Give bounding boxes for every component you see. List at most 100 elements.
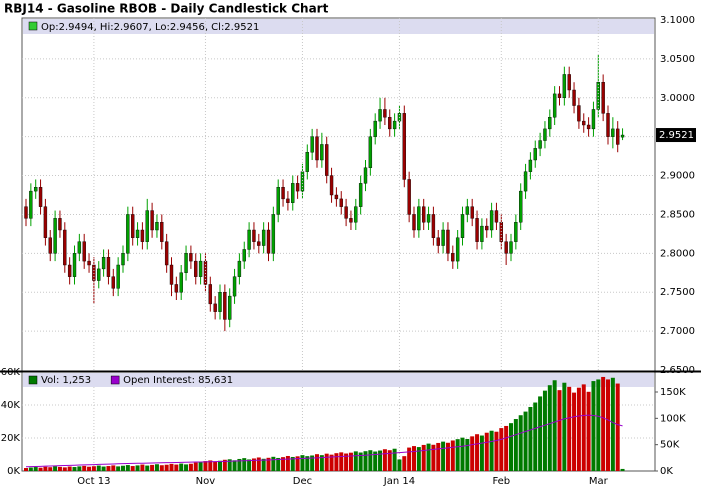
volume-bar <box>193 462 198 471</box>
y-tick-label: 2.7000 <box>660 326 695 337</box>
legend-label: Op:2.9494, Hi:2.9607, Lo:2.9456, Cl:2.95… <box>41 22 259 33</box>
volume-bar <box>518 415 523 471</box>
legend-label: Open Interest: 85,631 <box>123 375 233 386</box>
volume-bar <box>542 390 547 471</box>
volume-bar <box>281 457 286 471</box>
candle-body <box>281 187 285 200</box>
volume-bar <box>43 466 48 471</box>
volume-bar <box>499 428 504 471</box>
volume-bar <box>475 434 480 471</box>
volume-bar <box>174 464 179 471</box>
volume-bar <box>513 419 518 471</box>
volume-bar <box>247 459 252 471</box>
y2-tick-label: 50K <box>660 440 680 451</box>
volume-bar <box>504 425 509 471</box>
candle-body <box>523 171 528 192</box>
chart-title: RBJ14 - Gasoline RBOB - Daily Candlestic… <box>4 2 329 16</box>
volume-bar <box>610 377 615 471</box>
candle-body <box>509 241 513 254</box>
candle-body <box>334 194 339 200</box>
candle-body <box>310 136 314 153</box>
volume-bar <box>271 456 276 471</box>
candle-body <box>179 272 183 293</box>
volume-bar <box>276 457 281 471</box>
candle-body <box>485 225 489 231</box>
candle-body <box>320 144 324 161</box>
volume-bar <box>523 411 528 471</box>
y2-tick-label: 100K <box>660 413 686 424</box>
candle-body <box>344 206 348 219</box>
volume-bar <box>242 458 247 471</box>
volume-bar <box>62 467 67 471</box>
candle-body <box>543 128 547 141</box>
candle-body <box>373 120 377 137</box>
candle-body <box>514 222 518 242</box>
volume-bar <box>620 468 625 471</box>
volume-bar <box>101 466 106 471</box>
candle-body <box>441 229 445 246</box>
candle-body <box>261 229 266 246</box>
candle-body <box>455 237 460 262</box>
volume-bar <box>121 465 125 471</box>
volume-bar <box>324 453 329 471</box>
volume-bar <box>334 453 339 471</box>
volume-bar <box>188 463 193 471</box>
volume-bar <box>135 465 140 471</box>
candle-body <box>111 276 116 289</box>
volume-bar <box>266 457 271 471</box>
candle-body <box>237 260 242 277</box>
volume-bar <box>431 444 436 471</box>
candle-body <box>596 82 600 110</box>
candle-body <box>572 89 576 106</box>
volume-bar <box>164 464 169 471</box>
volume-bar <box>203 461 208 471</box>
volume-bar <box>77 466 82 471</box>
volume-bar <box>460 437 465 471</box>
y2-tick-label: 0K <box>660 466 673 477</box>
candle-body <box>140 229 145 242</box>
candle-body <box>383 109 387 118</box>
candle-body <box>548 117 552 130</box>
candle-body <box>116 264 120 289</box>
volume-bar <box>533 402 538 471</box>
last-price-box <box>656 128 696 143</box>
volume-bar <box>606 379 610 471</box>
y-tick-label: 40K <box>1 400 21 411</box>
candle-body <box>135 229 140 238</box>
volume-bar <box>591 381 596 471</box>
candle-body <box>451 253 455 262</box>
volume-bar <box>67 466 72 471</box>
candle-body <box>601 82 605 114</box>
volume-bar <box>300 455 305 471</box>
volume-bar <box>339 452 344 471</box>
price-panel <box>21 17 656 372</box>
volume-bar <box>140 464 145 471</box>
candle-body <box>363 167 368 184</box>
candle-body <box>358 183 363 207</box>
volume-bar <box>479 435 484 471</box>
candle-body <box>315 136 319 161</box>
candle-body <box>562 74 567 98</box>
volume-bar <box>397 459 402 471</box>
candle-body <box>567 74 571 91</box>
volume-bar <box>154 464 159 471</box>
volume-bar <box>416 447 421 471</box>
open-interest-line <box>25 414 623 468</box>
volume-bar <box>387 450 392 471</box>
candle-body <box>378 109 382 122</box>
volume-bar <box>373 451 378 471</box>
volume-bar <box>227 459 232 471</box>
y-tick-label: 3.0000 <box>660 93 695 104</box>
volume-bar <box>421 444 426 471</box>
candle-body <box>82 241 86 262</box>
candle-body <box>266 229 271 254</box>
volume-bar <box>581 384 586 471</box>
volume-bar <box>315 454 319 471</box>
candle-body <box>538 140 542 149</box>
volume-bar <box>552 380 557 471</box>
volume-bar <box>111 465 116 471</box>
candle-body <box>519 190 523 223</box>
candle-body <box>189 253 193 262</box>
volume-bar <box>382 449 387 471</box>
